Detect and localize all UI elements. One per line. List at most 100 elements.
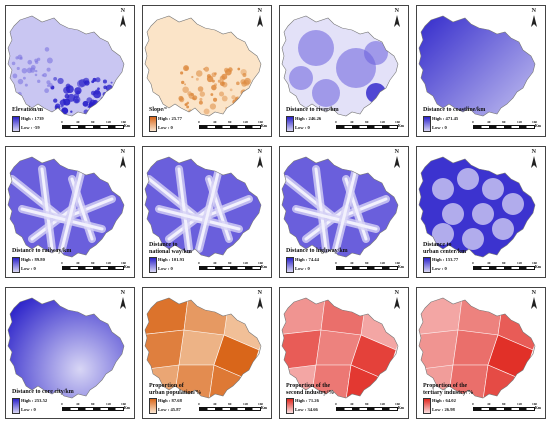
legend-color-ramp [149,398,157,414]
scale-tick-label: 120 [106,120,111,124]
panel-caption: Distance to urban center/km [423,242,466,255]
panel-caption: Proportion of the second industry/% [286,383,334,396]
north-arrow-icon [255,153,265,171]
legend-color-ramp [149,116,157,132]
scale-tick-label: 80 [502,261,505,265]
scale-tick-label: 80 [365,120,368,124]
map-panel: N Elevation/m High : 1739 Low : -59 0 40 80 120… [5,5,135,137]
panel-caption: Distance to national way/km [149,242,192,255]
scale-tick-label: 0 [61,261,63,265]
legend-high: High : 471.45 [432,116,458,121]
scale-tick-label: 0 [61,402,63,406]
legend-high: High : 253.52 [21,398,47,403]
scale-unit: Km [398,265,404,269]
legend-low: Low : 34.66 [295,407,318,412]
north-label: N [121,149,125,155]
legend-high: High : 1739 [21,116,44,121]
scale-bar: 0 40 80 120 160 Km [473,261,539,271]
panel-caption: Proportion of the tertiary industry/% [423,383,474,396]
legend-low: Low : 0 [295,266,310,271]
north-label: N [532,8,536,14]
north-arrow-icon [529,12,539,30]
legend-color-ramp [423,398,431,414]
map-panel: N Slope/° High : 25.77 Low : 0 0 40 80 120 160 Km [142,5,272,137]
north-label: N [121,8,125,14]
scale-unit: Km [535,265,541,269]
legend-low: Low : -59 [21,125,40,130]
scale-tick-label: 40 [487,261,490,265]
north-arrow-icon [255,12,265,30]
scale-tick-label: 0 [472,261,474,265]
scale-tick-label: 0 [335,402,337,406]
scale-bar-graphic [473,266,535,270]
scale-bar: 0 40 80 120 160 Km [62,120,128,130]
scale-unit: Km [261,406,267,410]
panel-caption: Distance to railway/km [12,248,71,255]
scale-tick-label: 80 [91,120,94,124]
legend-high: High : 153.77 [432,257,458,262]
scale-tick-label: 120 [517,402,522,406]
scale-tick-label: 0 [472,402,474,406]
north-arrow-icon [118,294,128,312]
scale-bar: 0 40 80 120 160 Km [473,120,539,130]
north-arrow-icon [255,294,265,312]
north-arrow-icon [392,12,402,30]
scale-tick-label: 0 [472,120,474,124]
scale-tick-label: 40 [76,261,79,265]
panel-caption: Distance to highway/km [286,248,348,255]
legend-high: High : 246.26 [295,116,321,121]
scale-bar: 0 40 80 120 160 Km [199,261,265,271]
legend-low: Low : 0 [158,125,173,130]
scale-tick-label: 80 [91,402,94,406]
scale-unit: Km [261,124,267,128]
legend-high: High : 74.44 [295,257,319,262]
scale-tick-label: 120 [243,120,248,124]
scale-bar-graphic [62,266,124,270]
scale-bar: 0 40 80 120 160 Km [199,402,265,412]
scale-tick-label: 120 [380,261,385,265]
legend-color-ramp [423,116,431,132]
scale-unit: Km [398,406,404,410]
map-panel: N Proportion of the tertiary industry/% Hi… [416,287,546,419]
scale-tick-label: 40 [76,402,79,406]
scale-tick-label: 80 [365,402,368,406]
panel-caption: Distance to core city/km [12,389,74,396]
scale-tick-label: 40 [487,120,490,124]
north-label: N [258,149,262,155]
legend-color-ramp [423,257,431,273]
legend-high: High : 87.68 [158,398,182,403]
map-panel: N Proportion of urban population/% High : … [142,287,272,419]
scale-tick-label: 120 [106,402,111,406]
north-label: N [395,290,399,296]
scale-bar: 0 40 80 120 160 Km [62,402,128,412]
north-arrow-icon [529,294,539,312]
scale-tick-label: 80 [91,261,94,265]
scale-tick-label: 120 [517,120,522,124]
scale-unit: Km [535,124,541,128]
legend-color-ramp [12,398,20,414]
scale-tick-label: 80 [502,402,505,406]
scale-bar-graphic [336,407,398,411]
north-label: N [395,149,399,155]
scale-bar: 0 40 80 120 160 Km [336,402,402,412]
scale-unit: Km [124,124,130,128]
map-panel: N Distance to river/km High : 246.26 Low : … [279,5,409,137]
legend-low: Low : 0 [295,125,310,130]
legend-color-ramp [12,257,20,273]
map-panel: N Distance to coastline/km High : 471.45 Lo… [416,5,546,137]
scale-tick-label: 0 [61,120,63,124]
legend-high: High : 71.26 [295,398,319,403]
scale-bar: 0 40 80 120 160 Km [473,402,539,412]
scale-bar-graphic [199,266,261,270]
scale-unit: Km [124,406,130,410]
scale-tick-label: 80 [228,402,231,406]
scale-tick-label: 0 [198,120,200,124]
scale-tick-label: 80 [365,261,368,265]
scale-tick-label: 0 [335,120,337,124]
scale-tick-label: 0 [335,261,337,265]
map-panel: N Distance to core city/km High : 253.52 Lo… [5,287,135,419]
legend-low: Low : 45.87 [158,407,181,412]
north-arrow-icon [118,153,128,171]
scale-tick-label: 40 [213,261,216,265]
